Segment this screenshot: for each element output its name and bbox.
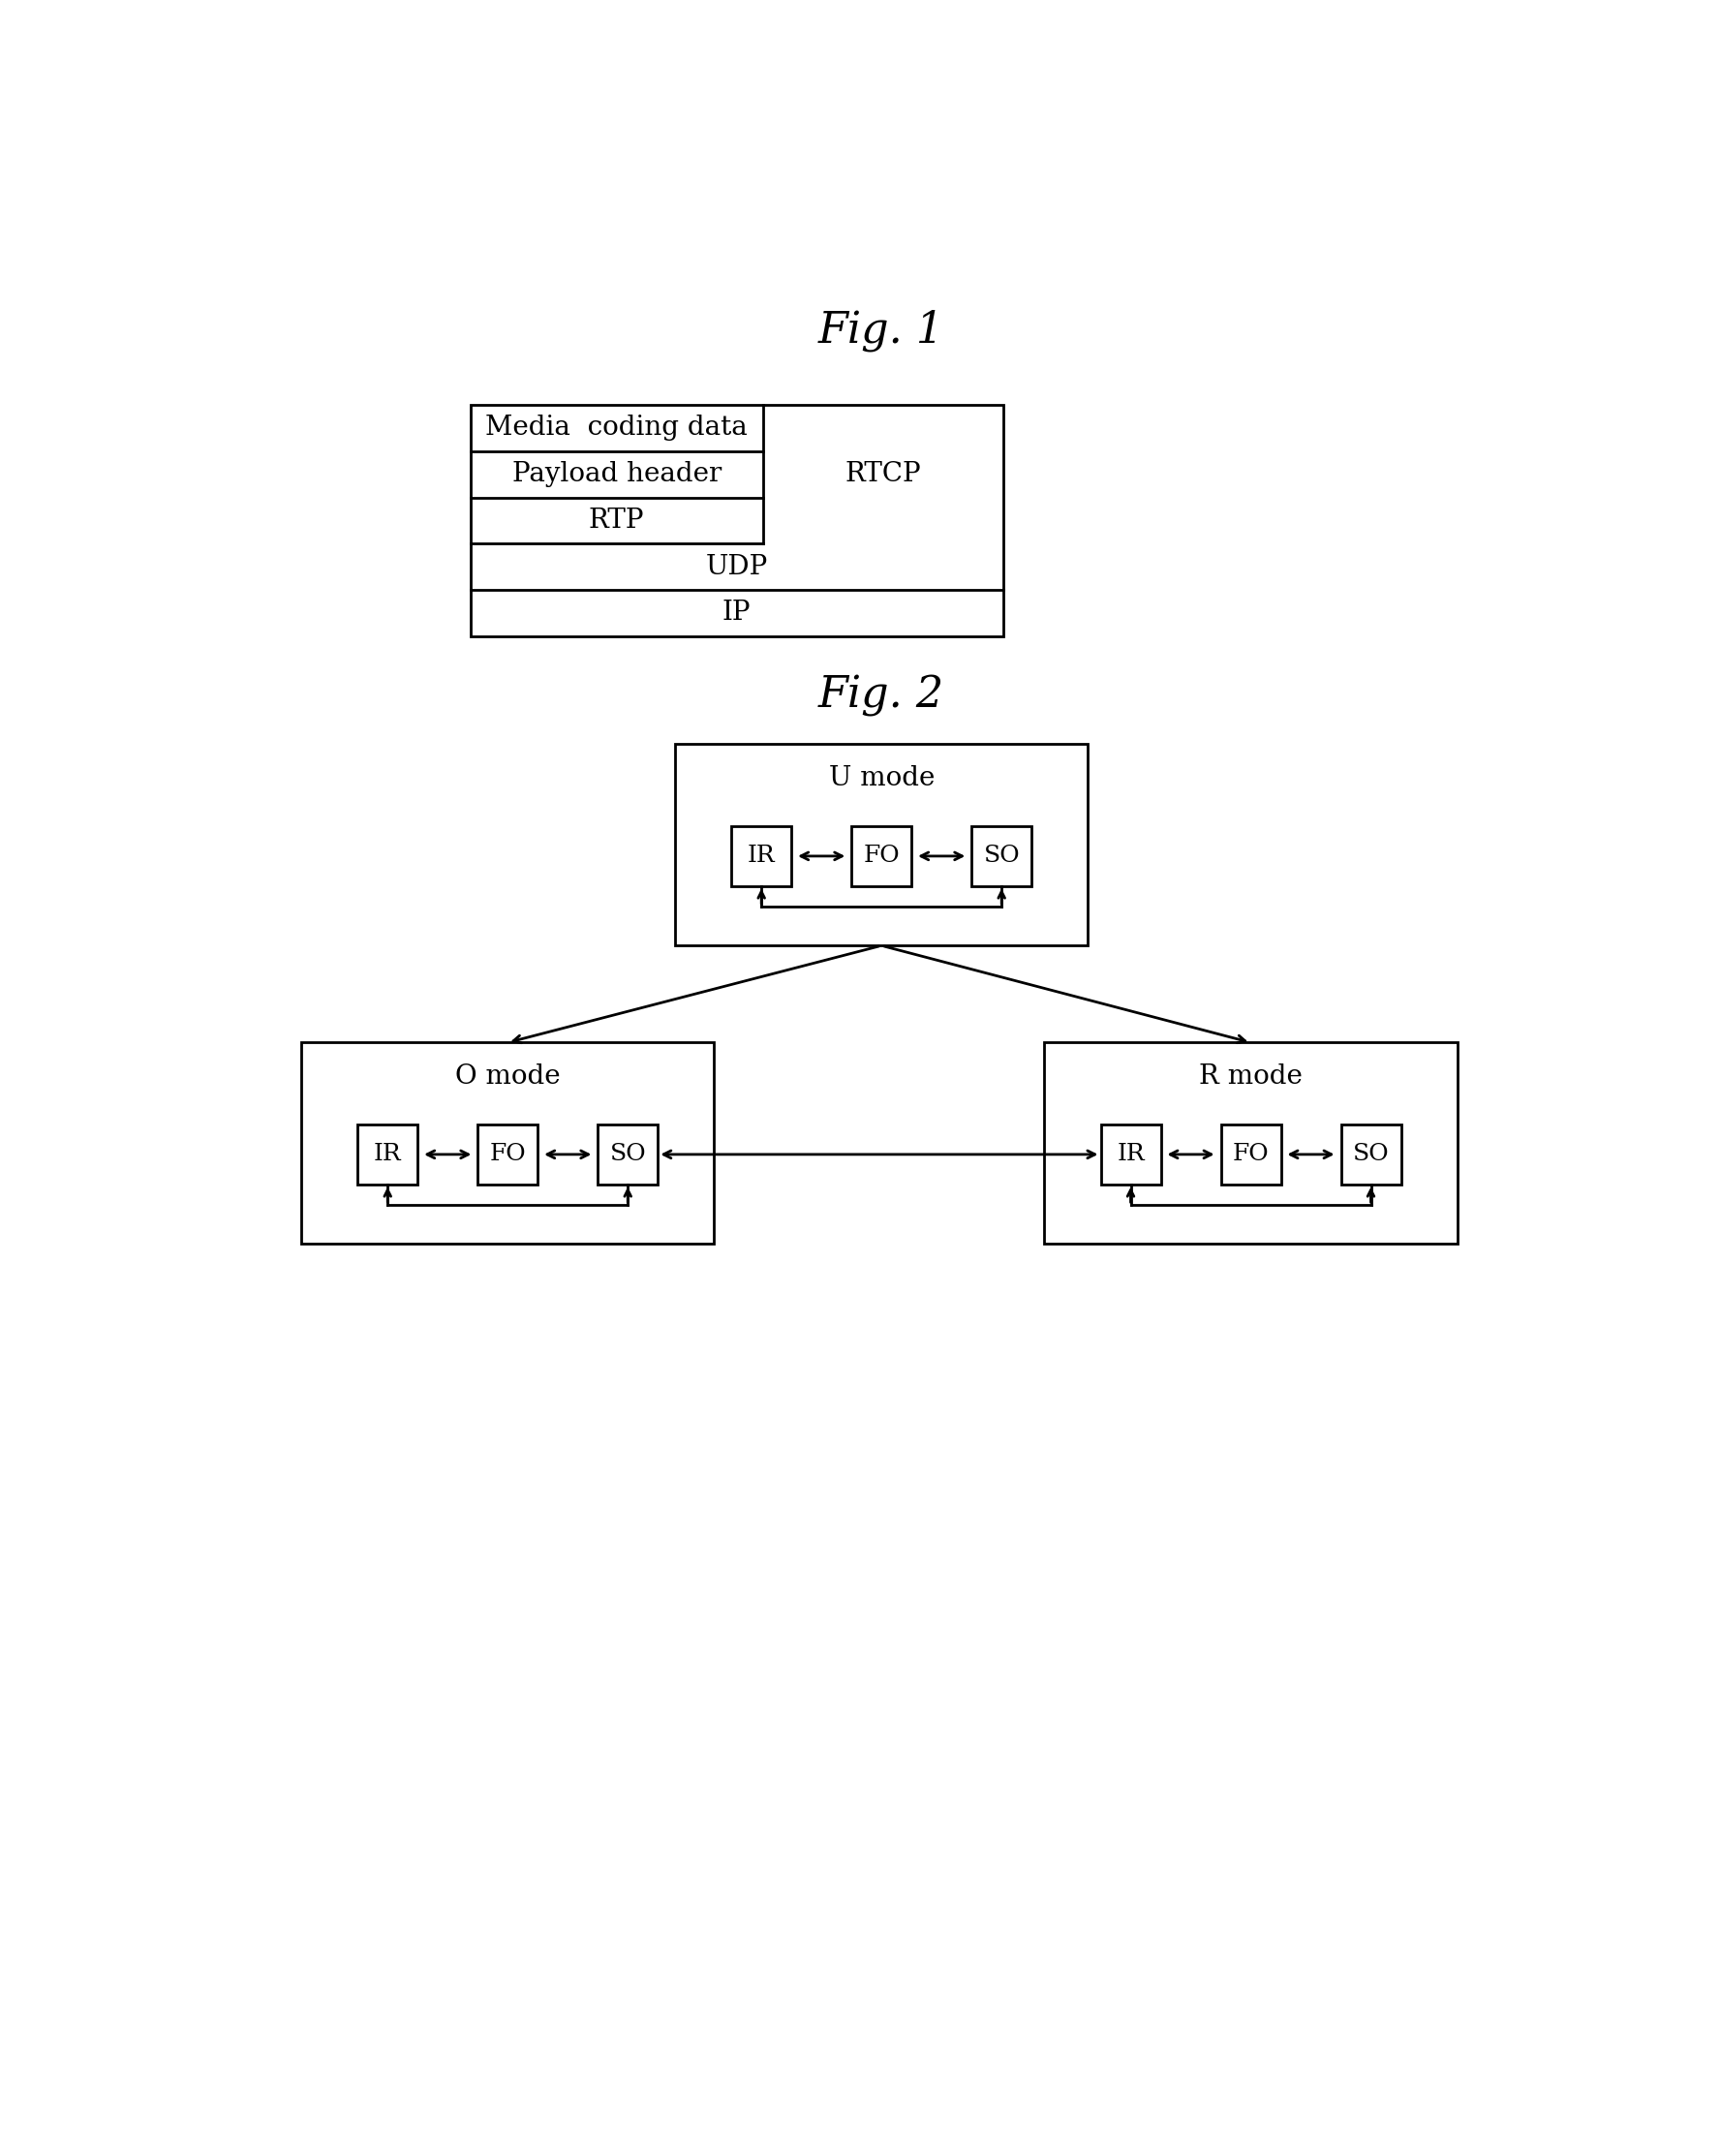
Bar [599, 1125, 657, 1184]
Text: IR: IR [373, 1143, 401, 1166]
Bar [972, 826, 1032, 886]
Text: UDP: UDP [705, 554, 767, 580]
Bar [851, 826, 912, 886]
Bar [731, 826, 791, 886]
Text: R mode: R mode [1199, 1063, 1302, 1089]
Text: FO: FO [490, 1143, 526, 1166]
Text: Media  coding data: Media coding data [485, 414, 748, 442]
Text: RTP: RTP [588, 507, 645, 533]
Text: IP: IP [722, 599, 752, 625]
Bar [358, 1125, 418, 1184]
Bar [674, 744, 1089, 946]
Bar [478, 1125, 538, 1184]
Text: RTCP: RTCP [845, 461, 922, 487]
Text: Fig. 1: Fig. 1 [819, 308, 944, 351]
Bar [1044, 1044, 1457, 1244]
Bar [301, 1044, 714, 1244]
Text: SO: SO [984, 845, 1020, 867]
Text: FO: FO [863, 845, 900, 867]
Bar [1342, 1125, 1400, 1184]
Bar [470, 405, 1003, 636]
Text: IR: IR [748, 845, 776, 867]
Text: FO: FO [1233, 1143, 1269, 1166]
Bar [1221, 1125, 1281, 1184]
Text: IR: IR [1116, 1143, 1144, 1166]
Bar [1101, 1125, 1161, 1184]
Text: U mode: U mode [829, 765, 934, 791]
Text: O mode: O mode [456, 1063, 561, 1089]
Text: SO: SO [609, 1143, 647, 1166]
Text: SO: SO [1352, 1143, 1390, 1166]
Text: Fig. 2: Fig. 2 [819, 675, 944, 716]
Text: Payload header: Payload header [513, 461, 721, 487]
